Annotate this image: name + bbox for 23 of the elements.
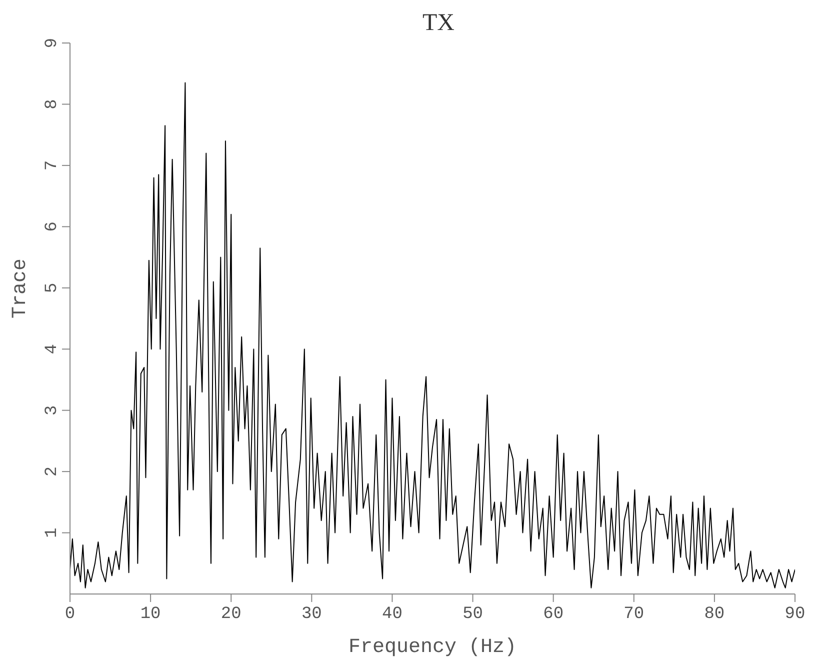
x-tick-label: 90: [784, 605, 806, 624]
x-tick-label: 50: [462, 605, 483, 624]
y-tick-label: 6: [43, 222, 62, 232]
y-tick-label: 9: [43, 38, 62, 48]
x-tick-label: 0: [64, 605, 76, 624]
y-tick-label: 8: [43, 99, 62, 110]
y-tick-label: 7: [43, 160, 62, 171]
y-axis-title: Trace: [9, 258, 32, 318]
x-tick-label: 40: [382, 605, 402, 624]
x-tick-label: 80: [704, 605, 725, 624]
chart-title: TX: [422, 10, 456, 37]
y-tick-label: 1: [43, 528, 62, 538]
x-tick-label: 60: [543, 605, 564, 624]
y-tick-label: 5: [43, 282, 62, 293]
line-series: [70, 82, 795, 588]
x-tick-label: 20: [220, 605, 242, 624]
x-tick-label: 30: [301, 605, 322, 624]
y-tick-label: 3: [43, 405, 62, 416]
x-tick-label: 10: [140, 605, 161, 624]
y-tick-label: 4: [43, 344, 62, 354]
y-tick-label: 2: [43, 466, 62, 477]
x-tick-label: 70: [624, 605, 644, 624]
x-axis-title: Frequency (Hz): [348, 636, 517, 659]
